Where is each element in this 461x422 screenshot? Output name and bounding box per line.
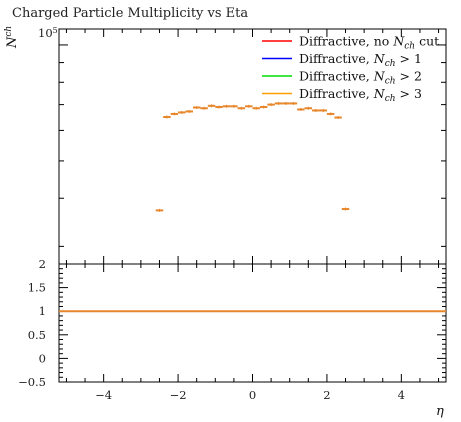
legend-label-math: N <box>373 69 386 84</box>
ratio-tick-label: 1.5 <box>28 281 46 295</box>
y-axis-label-base: N <box>5 36 20 49</box>
legend-label: Diffractive, Nch > 2 <box>299 69 422 87</box>
legend-label: Diffractive, no Nch cut <box>299 34 439 52</box>
legend-label-suffix: cut <box>415 34 439 49</box>
legend-label-suffix: > 2 <box>396 69 422 84</box>
x-tick-label: 4 <box>398 388 405 402</box>
main-points <box>155 101 350 212</box>
legend-label-text: Diffractive, no <box>299 34 393 49</box>
legend-label: Diffractive, Nch > 1 <box>299 51 422 69</box>
x-tick-label: −4 <box>95 388 112 402</box>
ratio-tick-label: −0.5 <box>18 375 46 389</box>
x-tick-label: 2 <box>323 388 330 402</box>
x-tick-labels: −4 −2 0 2 4 <box>95 388 405 402</box>
legend-label-text: Diffractive, <box>299 69 374 84</box>
legend-label-suffix: > 1 <box>396 51 422 66</box>
legend-label-text: Diffractive, <box>299 86 374 101</box>
main-ticks <box>59 29 446 264</box>
ratio-panel: −0.5 0 0.5 1 1.5 2 <box>18 257 447 389</box>
legend-label-sub: ch <box>385 94 396 104</box>
legend-label-suffix: > 3 <box>396 86 422 101</box>
chart-title: Charged Particle Multiplicity vs Eta <box>12 6 248 21</box>
ratio-tick-label: 2 <box>39 257 46 271</box>
legend-label-sub: ch <box>404 42 415 52</box>
ratio-tick-label: 0.5 <box>28 328 46 342</box>
legend-label-math: N <box>373 86 386 101</box>
x-tick-label: −2 <box>170 388 187 402</box>
y-axis-label: Nch <box>4 26 20 49</box>
x-axis-label: η <box>436 404 444 419</box>
legend-label-text: Diffractive, <box>299 51 374 66</box>
legend-label: Diffractive, Nch > 3 <box>299 86 422 104</box>
ratio-frame <box>58 263 447 383</box>
ratio-tick-label: 1 <box>39 304 46 318</box>
y-axis-label-sup: ch <box>4 26 14 37</box>
legend-label-sub: ch <box>385 59 396 69</box>
legend-label-sub: ch <box>385 77 396 87</box>
ratio-tick-label: 0 <box>39 351 46 365</box>
y-tick-label-base: 10 <box>38 26 53 40</box>
y-tick-label-1e5: 105 <box>38 26 58 40</box>
legend-label-math: N <box>373 51 386 66</box>
ratio-ticks: −0.5 0 0.5 1 1.5 2 <box>18 257 446 389</box>
legend-label-math: N <box>392 34 405 49</box>
x-tick-label: 0 <box>249 388 256 402</box>
y-tick-label-sup: 5 <box>53 26 58 35</box>
